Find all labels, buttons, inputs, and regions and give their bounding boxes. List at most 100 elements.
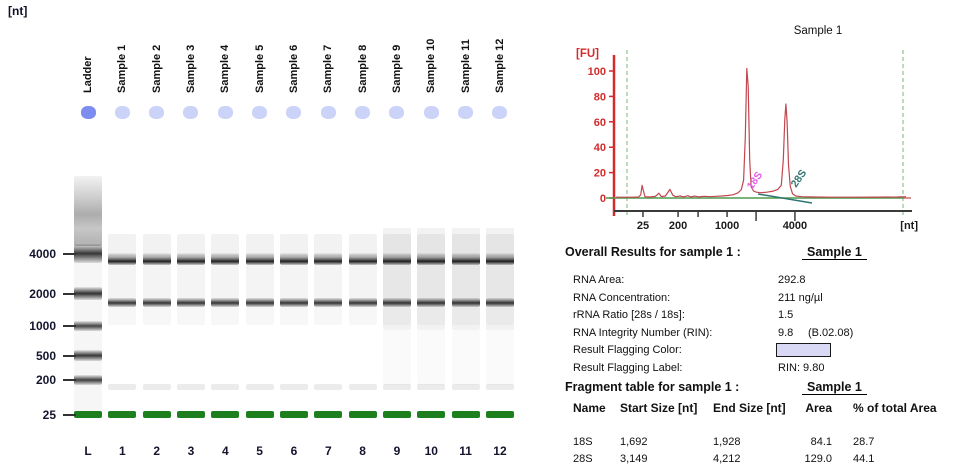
gel-smear [485,234,514,256]
gel-smear [485,228,514,330]
fragment-table-heading: Fragment table for sample 1 : [565,380,740,394]
ladder-size-marker: 200 [0,373,78,394]
fragment-area: 129.0 [804,453,832,465]
result-row-flag-label: Result Flagging Label: RIN: 9.80 [565,362,957,377]
lane-short-label: 8 [359,444,366,458]
gel-smear [142,234,171,256]
ladder-band [74,350,102,361]
gel-lane-sample-10[interactable] [417,0,446,475]
gel-well[interactable] [492,106,508,119]
gel-lane-sample-7[interactable] [314,0,343,475]
gel-smear [279,384,308,390]
y-tick-label: 20 [594,168,606,180]
gel-lane-sample-4[interactable] [211,0,240,475]
gel-lane-sample-3[interactable] [176,0,205,475]
y-tick-label: 100 [588,66,606,78]
gel-smear [245,234,274,256]
gel-smear [314,265,343,299]
lane-short-label: 3 [187,444,195,458]
gel-lane-sample-12[interactable] [485,0,514,475]
18S-band [382,298,411,307]
lower-marker-band [142,411,171,418]
gel-smear [314,307,342,325]
gel-well[interactable] [80,106,96,119]
gel-well[interactable] [423,106,439,119]
fragment-table-header: Name Start Size [nt] End Size [nt] Area … [565,401,957,416]
ladder-band [74,375,102,385]
lane-short-label: 6 [290,444,298,458]
result-row-rna-concentration: RNA Concentration: 211 ng/µl [565,292,957,307]
gel-well[interactable] [286,106,302,119]
lane-short-label: 7 [324,444,332,458]
gel-smear [348,384,377,390]
gel-well[interactable] [149,106,165,119]
gel-lane-sample-1[interactable] [108,0,137,475]
28s-integration-line [757,193,813,204]
28S-band [108,253,137,265]
ladder-size-label: 4000 [29,247,56,261]
18S-band [485,298,514,307]
28S-band [314,253,343,265]
x-tick-label: 1000 [715,220,739,232]
gel-smear [485,384,514,390]
column-header-start: Start Size [nt] [620,401,698,415]
ladder-size-marker: 500 [0,349,78,370]
results-panel: Overall Results for sample 1 : Sample 1 … [565,245,957,475]
gel-smear [279,234,308,256]
column-header-name: Name [573,401,606,415]
gel-well[interactable] [458,106,474,119]
gel-smear [177,307,205,325]
ladder-size-dash [63,293,76,295]
gel-well[interactable] [114,106,130,119]
gel-well[interactable] [355,106,371,119]
lane-short-label: 5 [256,444,263,458]
ladder-size-label: 200 [35,373,56,387]
gel-well[interactable] [320,106,336,119]
overall-sample-link[interactable]: Sample 1 [802,245,867,260]
result-label: rRNA Ratio [28s / 18s]: [573,309,685,321]
result-row-rna-area: RNA Area: 292.8 [565,274,957,289]
gel-lane-sample-11[interactable] [451,0,480,475]
28S-band [142,253,171,265]
18S-band [279,298,308,307]
gel-well[interactable] [183,106,199,119]
18S-band [417,298,446,307]
gel-lane-sample-9[interactable] [382,0,411,475]
fragment-name: 18S [573,436,593,448]
result-label: RNA Concentration: [573,292,671,304]
lane-short-label: 2 [153,444,160,458]
gel-smear [108,384,137,390]
y-tick-label: 0 [600,193,606,205]
28S-band [211,253,240,265]
lane-short-label: 4 [221,444,229,458]
gel-well[interactable] [389,106,405,119]
gel-smear [143,307,171,325]
gel-well[interactable] [217,106,233,119]
gel-unit-label: [nt] [8,4,28,18]
fragment-name: 28S [573,453,593,465]
y-tick-label: 40 [594,142,606,154]
gel-smear [280,307,308,325]
column-header-area: Area [805,401,832,415]
28S-band [451,253,480,265]
gel-well[interactable] [252,106,268,119]
gel-lane-sample-6[interactable] [279,0,308,475]
gel-smear [417,265,446,299]
gel-lane-sample-5[interactable] [245,0,274,475]
gel-smear [417,330,445,385]
gel-lane-sample-2[interactable] [142,0,171,475]
fragment-start: 3,149 [620,453,648,465]
18S-band [245,298,274,307]
ladder-size-dash [63,414,76,416]
lower-marker-band [176,411,205,418]
28S-band [245,253,274,265]
gel-lane-ladder[interactable] [74,0,102,475]
result-label: RNA Integrity Number (RIN): [573,327,713,339]
ladder-size-label: 25 [42,408,56,422]
x-tick-label: 4000 [783,220,807,232]
x-tick-label: 200 [669,220,687,232]
fragment-sample-link[interactable]: Sample 1 [802,380,867,395]
gel-lane-sample-8[interactable] [348,0,377,475]
ladder-size-marker: 1000 [0,319,78,340]
gel-smear [417,228,446,330]
